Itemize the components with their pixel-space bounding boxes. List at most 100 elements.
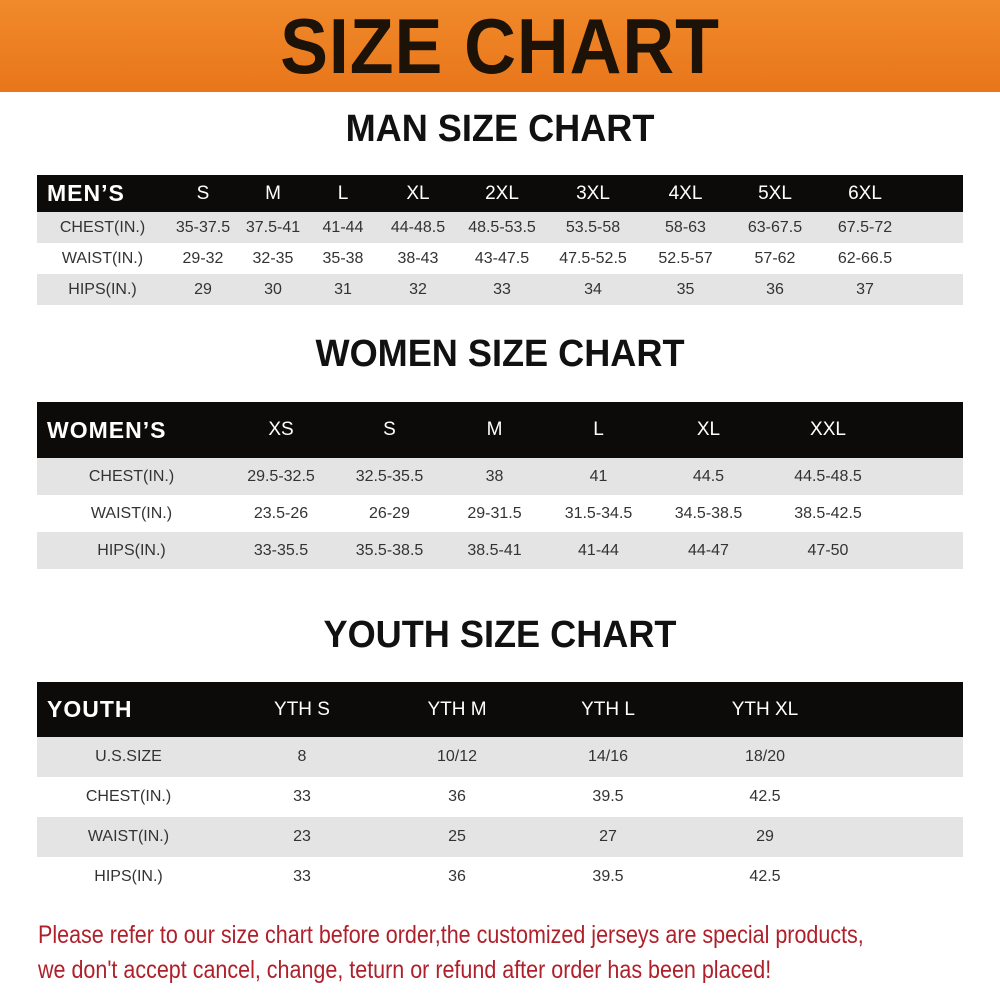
men-section-title: MAN SIZE CHART <box>345 108 655 150</box>
empty-cell <box>911 274 963 305</box>
measurement-cell: 36 <box>384 857 530 897</box>
measurement-cell: 62-66.5 <box>819 243 911 274</box>
measurement-cell: 23 <box>220 817 384 857</box>
table-header-row: YOUTH YTH S YTH M YTH L YTH XL <box>37 682 963 737</box>
measurement-cell: 41-44 <box>546 532 651 569</box>
row-label: CHEST(IN.) <box>37 458 226 495</box>
table-row: WAIST(IN.) 29-32 32-35 35-38 38-43 43-47.5 47.… <box>37 243 963 274</box>
measurement-cell: 37.5-41 <box>238 212 308 243</box>
empty-cell <box>911 175 963 212</box>
women-section-title: WOMEN SIZE CHART <box>315 333 685 375</box>
empty-cell <box>911 243 963 274</box>
measurement-cell: 58-63 <box>640 212 731 243</box>
women-size-table: WOMEN’S XS S M L XL XXL CHEST(IN.) 29.5-32.5 32.5… <box>37 402 963 569</box>
measurement-cell: 44.5 <box>651 458 766 495</box>
measurement-cell: 47-50 <box>766 532 890 569</box>
size-header: XXL <box>766 402 890 458</box>
empty-cell <box>890 532 963 569</box>
table-row: WAIST(IN.) 23 25 27 29 <box>37 817 963 857</box>
size-header: YTH L <box>530 682 686 737</box>
measurement-cell: 48.5-53.5 <box>458 212 546 243</box>
size-header: XL <box>378 175 458 212</box>
measurement-cell: 30 <box>238 274 308 305</box>
empty-cell <box>844 682 963 737</box>
measurement-cell: 35-37.5 <box>168 212 238 243</box>
measurement-cell: 35-38 <box>308 243 378 274</box>
table-row: CHEST(IN.) 35-37.5 37.5-41 41-44 44-48.5 48.5… <box>37 212 963 243</box>
measurement-cell: 35.5-38.5 <box>336 532 443 569</box>
measurement-cell: 35 <box>640 274 731 305</box>
measurement-cell: 38-43 <box>378 243 458 274</box>
size-header: 6XL <box>819 175 911 212</box>
notice-line-1: Please refer to our size chart before or… <box>38 921 864 949</box>
header-label: WOMEN’S <box>37 402 226 458</box>
measurement-cell: 29-31.5 <box>443 495 546 532</box>
measurement-cell: 27 <box>530 817 686 857</box>
measurement-cell: 63-67.5 <box>731 212 819 243</box>
measurement-cell: 36 <box>384 777 530 817</box>
size-header: YTH M <box>384 682 530 737</box>
size-header: YTH S <box>220 682 384 737</box>
measurement-cell: 38.5-42.5 <box>766 495 890 532</box>
youth-size-table: YOUTH YTH S YTH M YTH L YTH XL U.S.SIZE 8 10/12… <box>37 682 963 897</box>
youth-section-title: YOUTH SIZE CHART <box>323 614 677 656</box>
measurement-cell: 42.5 <box>686 777 844 817</box>
measurement-cell: 39.5 <box>530 857 686 897</box>
header-label: YOUTH <box>37 682 220 737</box>
empty-cell <box>911 212 963 243</box>
empty-cell <box>844 737 963 777</box>
measurement-cell: 41 <box>546 458 651 495</box>
table-row: HIPS(IN.) 33 36 39.5 42.5 <box>37 857 963 897</box>
size-header: XL <box>651 402 766 458</box>
measurement-cell: 36 <box>731 274 819 305</box>
measurement-cell: 33 <box>220 777 384 817</box>
size-header: 2XL <box>458 175 546 212</box>
measurement-cell: 44.5-48.5 <box>766 458 890 495</box>
measurement-cell: 37 <box>819 274 911 305</box>
measurement-cell: 14/16 <box>530 737 686 777</box>
size-header: 5XL <box>731 175 819 212</box>
empty-cell <box>844 857 963 897</box>
measurement-cell: 31 <box>308 274 378 305</box>
measurement-cell: 38.5-41 <box>443 532 546 569</box>
size-header: S <box>168 175 238 212</box>
row-label: U.S.SIZE <box>37 737 220 777</box>
size-header: 3XL <box>546 175 640 212</box>
measurement-cell: 42.5 <box>686 857 844 897</box>
size-header: 4XL <box>640 175 731 212</box>
row-label: CHEST(IN.) <box>37 212 168 243</box>
table-row: CHEST(IN.) 29.5-32.5 32.5-35.5 38 41 44.5 44.5… <box>37 458 963 495</box>
measurement-cell: 25 <box>384 817 530 857</box>
measurement-cell: 57-62 <box>731 243 819 274</box>
empty-cell <box>890 402 963 458</box>
measurement-cell: 67.5-72 <box>819 212 911 243</box>
header-label: MEN’S <box>37 175 168 212</box>
size-header: XS <box>226 402 336 458</box>
row-label: WAIST(IN.) <box>37 243 168 274</box>
table-row: HIPS(IN.) 29 30 31 32 33 34 35 36 37 <box>37 274 963 305</box>
empty-cell <box>844 817 963 857</box>
row-label: HIPS(IN.) <box>37 532 226 569</box>
measurement-cell: 53.5-58 <box>546 212 640 243</box>
measurement-cell: 39.5 <box>530 777 686 817</box>
measurement-cell: 43-47.5 <box>458 243 546 274</box>
row-label: HIPS(IN.) <box>37 857 220 897</box>
page-title: SIZE CHART <box>280 1 720 90</box>
size-header: M <box>443 402 546 458</box>
table-header-row: WOMEN’S XS S M L XL XXL <box>37 402 963 458</box>
measurement-cell: 33 <box>458 274 546 305</box>
row-label: WAIST(IN.) <box>37 495 226 532</box>
measurement-cell: 44-48.5 <box>378 212 458 243</box>
empty-cell <box>844 777 963 817</box>
measurement-cell: 10/12 <box>384 737 530 777</box>
measurement-cell: 38 <box>443 458 546 495</box>
size-header: YTH XL <box>686 682 844 737</box>
measurement-cell: 8 <box>220 737 384 777</box>
measurement-cell: 47.5-52.5 <box>546 243 640 274</box>
empty-cell <box>890 495 963 532</box>
size-header: L <box>546 402 651 458</box>
measurement-cell: 29 <box>168 274 238 305</box>
table-header-row: MEN’S S M L XL 2XL 3XL 4XL 5XL 6XL <box>37 175 963 212</box>
row-label: WAIST(IN.) <box>37 817 220 857</box>
table-row: HIPS(IN.) 33-35.5 35.5-38.5 38.5-41 41-44 44-… <box>37 532 963 569</box>
